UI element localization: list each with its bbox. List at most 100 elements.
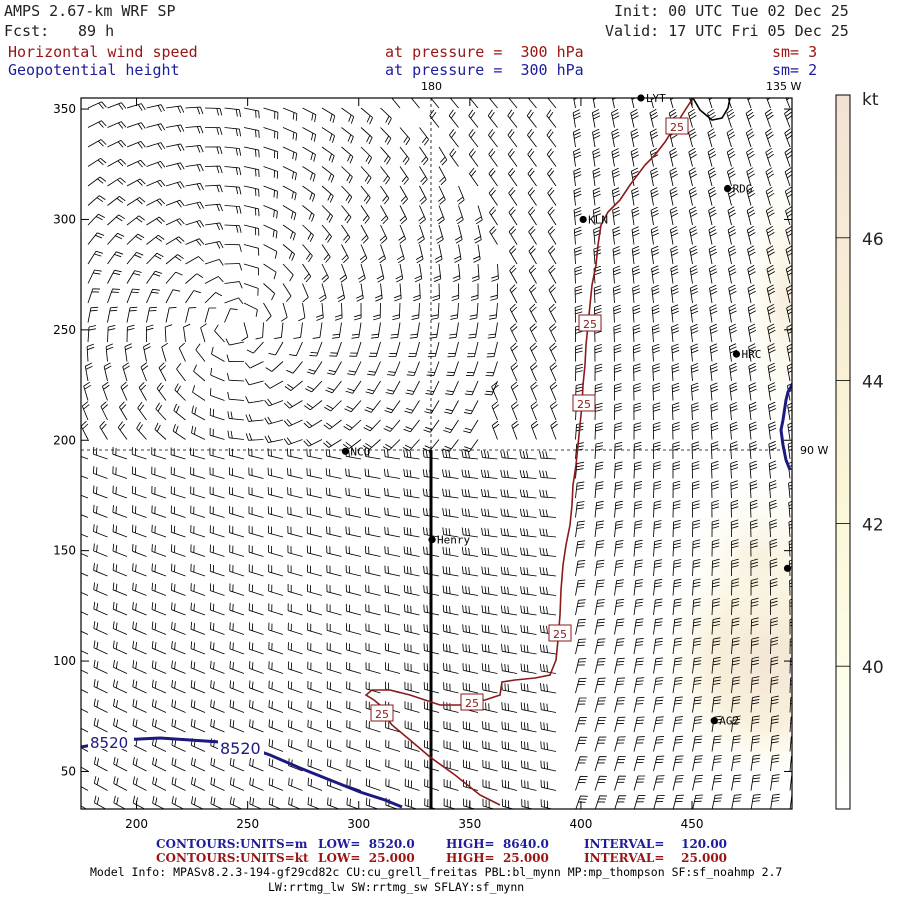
wind-barb bbox=[485, 361, 498, 377]
wind-barb bbox=[211, 346, 225, 362]
wind-barb bbox=[132, 582, 147, 596]
wind-barb bbox=[249, 777, 264, 791]
wind-barb bbox=[488, 167, 498, 187]
wind-barb bbox=[427, 341, 440, 358]
wind-barb bbox=[711, 480, 719, 499]
wind-barb bbox=[540, 779, 557, 791]
wind-barb bbox=[574, 285, 583, 304]
wind-barb bbox=[594, 540, 605, 557]
wind-barb bbox=[731, 617, 740, 635]
x-axis-ticks: 200 250 300 350 400 450 bbox=[125, 98, 703, 831]
wind-barb bbox=[248, 661, 264, 674]
wind-barb bbox=[185, 256, 204, 265]
wind-barb bbox=[384, 565, 401, 577]
wind-barb bbox=[326, 661, 342, 674]
wind-barb bbox=[446, 361, 459, 377]
wind-barb bbox=[404, 623, 420, 635]
wind-barb bbox=[480, 489, 498, 499]
wind-barb bbox=[287, 584, 303, 596]
wind-barb bbox=[365, 739, 381, 752]
wind-barb bbox=[249, 699, 264, 713]
wind-barb bbox=[365, 778, 381, 791]
wind-barb bbox=[462, 663, 479, 674]
wind-barb bbox=[750, 656, 760, 674]
wind-barb bbox=[379, 224, 388, 244]
wind-barb bbox=[244, 378, 264, 386]
wind-barb bbox=[325, 448, 342, 460]
wind-barb bbox=[345, 487, 362, 499]
wind-contour-label: 25 bbox=[465, 697, 479, 710]
wind-barb bbox=[520, 624, 537, 635]
wind-barb bbox=[442, 566, 459, 577]
wind-barb bbox=[190, 621, 206, 635]
wind-barb bbox=[614, 559, 624, 577]
y-tick-label: 200 bbox=[53, 433, 76, 447]
wind-barb bbox=[345, 468, 362, 479]
wind-barb bbox=[210, 367, 225, 382]
wind-barb bbox=[750, 558, 759, 577]
station-label: RDG bbox=[733, 183, 753, 196]
wind-barb bbox=[380, 166, 391, 185]
wind-barb bbox=[321, 107, 336, 123]
wind-barb bbox=[728, 304, 737, 323]
wind-barb bbox=[649, 128, 659, 148]
wind-barb bbox=[539, 547, 557, 557]
wind-barb bbox=[229, 641, 245, 655]
wind-barb bbox=[789, 618, 792, 635]
wind-barb bbox=[748, 362, 757, 382]
wind-barb bbox=[529, 303, 537, 323]
wind-barb bbox=[708, 265, 718, 284]
wind-barb bbox=[500, 450, 518, 460]
wind-barb bbox=[404, 720, 420, 733]
wind-barb bbox=[268, 738, 284, 752]
wind-barb bbox=[529, 323, 537, 343]
wind-barb bbox=[383, 468, 401, 479]
init-time: Init: 00 UTC Tue 02 Dec 25 bbox=[614, 2, 849, 20]
wind-barb bbox=[488, 302, 498, 320]
wind-barb bbox=[93, 756, 108, 772]
wind-barb bbox=[359, 244, 368, 264]
wind-barb bbox=[519, 508, 537, 518]
wind-barb bbox=[165, 289, 181, 304]
wind-barb bbox=[594, 383, 603, 401]
station-dot bbox=[341, 447, 350, 455]
wind-barb bbox=[672, 794, 684, 809]
wind-barb bbox=[326, 739, 342, 752]
wind-barb bbox=[171, 757, 186, 772]
wind-barb bbox=[692, 774, 703, 791]
svg-text:8520: 8520 bbox=[220, 739, 261, 758]
wind-barb bbox=[362, 439, 381, 450]
wind-barb bbox=[614, 775, 627, 791]
wind-barb bbox=[672, 539, 681, 557]
wind-barb bbox=[633, 637, 644, 655]
wind-barb bbox=[614, 402, 622, 421]
wind-barb bbox=[165, 181, 185, 189]
wind-barb bbox=[165, 124, 185, 133]
wind-barb bbox=[107, 306, 118, 323]
wind-barb bbox=[614, 618, 625, 635]
wind-barb bbox=[501, 740, 518, 752]
wind-barb bbox=[326, 681, 342, 694]
wind-barb bbox=[132, 640, 147, 655]
wind-barb bbox=[786, 343, 792, 362]
wind-barb bbox=[633, 618, 644, 635]
wind-barb bbox=[575, 677, 587, 694]
wind-barb bbox=[708, 98, 713, 109]
wind-barb bbox=[288, 738, 303, 752]
wind-barb bbox=[652, 363, 661, 382]
wind-barb bbox=[690, 304, 699, 323]
wind-barb bbox=[81, 494, 89, 499]
wind-barb bbox=[731, 735, 741, 752]
wind-barb bbox=[112, 563, 128, 577]
wind-barb bbox=[731, 695, 741, 713]
wind-barb bbox=[171, 679, 186, 694]
station-label: Henry bbox=[437, 534, 470, 547]
wind-barb bbox=[500, 489, 518, 499]
colorbar-ticks: 40 42 44 46 bbox=[836, 230, 884, 678]
wind-barb bbox=[93, 679, 108, 694]
wind-barb bbox=[227, 411, 245, 421]
wind-barb bbox=[437, 205, 445, 225]
wind-barb bbox=[767, 401, 777, 421]
wind-barb bbox=[471, 263, 480, 282]
wind-barb bbox=[151, 563, 167, 577]
